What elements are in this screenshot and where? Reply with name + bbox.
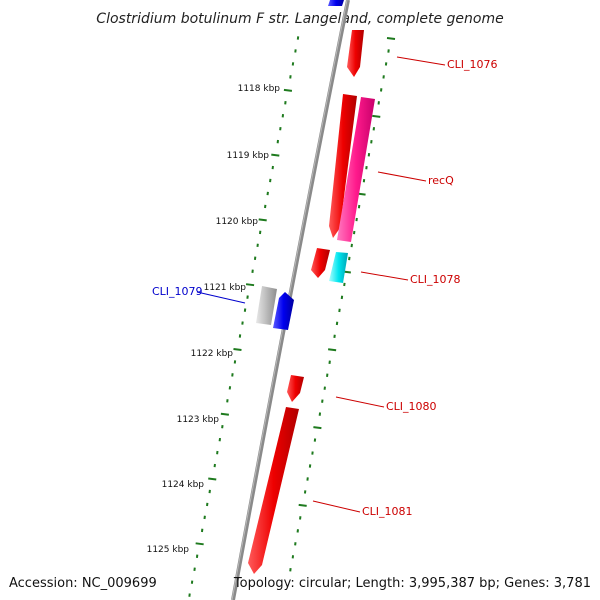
label-connectors	[196, 56, 446, 513]
label-cli-1078: CLI_1078	[410, 273, 461, 286]
gene-features	[248, 0, 375, 574]
tick-label: 1123 kbp	[177, 415, 220, 425]
major-tick	[271, 153, 280, 157]
gene-cli-1080	[287, 375, 304, 402]
outer-scale-track	[289, 37, 396, 572]
label-cli-1076: CLI_1076	[447, 58, 498, 71]
kbp-scale-track	[188, 36, 300, 597]
accession-text: Accession: NC_009699	[9, 576, 157, 591]
label-cli-1080: CLI_1080	[386, 400, 437, 413]
gene-cli-1079-blue	[273, 292, 294, 330]
gene-top-blue	[328, 0, 344, 6]
tick-label: 1118 kbp	[238, 84, 281, 94]
gene-cli-1077	[329, 94, 357, 238]
tick-label: 1124 kbp	[162, 480, 205, 490]
genome-summary-text: Topology: circular; Length: 3,995,387 bp…	[233, 576, 591, 591]
label-recq: recQ	[428, 174, 454, 187]
gene-cli-1081	[248, 407, 299, 574]
label-cli-1081: CLI_1081	[362, 505, 413, 518]
tick-label: 1119 kbp	[227, 151, 270, 161]
tick-label: 1125 kbp	[147, 545, 190, 555]
tick-label: 1122 kbp	[191, 349, 234, 359]
connector-cli-1076	[396, 56, 446, 66]
connector-cli-1080	[335, 396, 385, 408]
label-cli-1079: CLI_1079	[152, 285, 203, 298]
major-tick	[313, 426, 322, 430]
connector-cli-1079	[196, 291, 246, 304]
major-tick	[233, 347, 242, 351]
major-tick	[283, 88, 293, 92]
gene-cli-1078-red	[311, 248, 330, 278]
genome-backbone	[231, 0, 350, 600]
gene-cli-1078-cyan	[329, 252, 348, 283]
major-tick	[298, 503, 307, 507]
connector-cli-1078	[360, 271, 409, 281]
major-tick	[220, 412, 229, 416]
connector-recq	[377, 171, 427, 182]
genome-backbone-highlight	[231, 0, 348, 600]
gene-cli-1079-gray	[256, 286, 277, 325]
gene-recq	[337, 97, 375, 242]
tick-label: 1121 kbp	[204, 283, 247, 293]
major-tick	[386, 37, 396, 40]
major-tick	[328, 348, 337, 352]
map-title: Clostridium botulinum F str. Langeland, …	[96, 11, 503, 27]
major-tick	[258, 218, 267, 222]
major-tick	[245, 283, 255, 287]
tick-label: 1120 kbp	[216, 217, 259, 227]
gene-cli-1076	[347, 30, 364, 77]
major-tick	[195, 542, 204, 546]
major-tick	[372, 114, 381, 118]
major-tick	[208, 477, 217, 481]
connector-cli-1081	[312, 500, 361, 513]
